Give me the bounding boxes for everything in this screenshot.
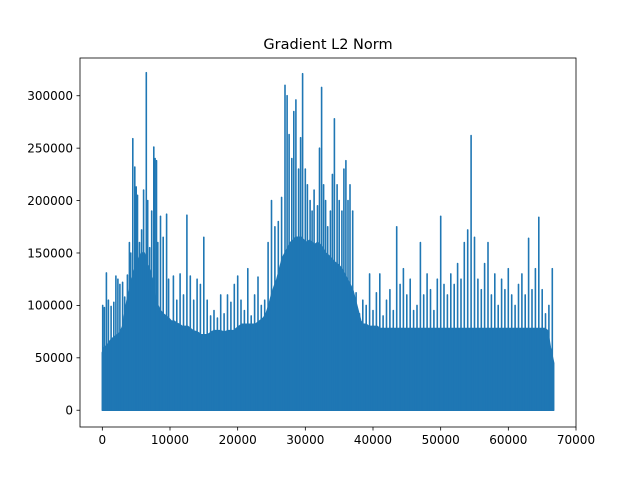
x-tick-label: 10000 xyxy=(151,433,189,447)
x-tick-label: 70000 xyxy=(557,433,595,447)
y-tick-label: 150000 xyxy=(27,246,73,260)
chart-title: Gradient L2 Norm xyxy=(263,37,392,53)
plot-area xyxy=(101,71,555,412)
axes-frame xyxy=(79,57,577,428)
y-tick-label: 100000 xyxy=(27,299,73,313)
y-tick-label: 250000 xyxy=(27,141,73,155)
x-tick-label: 20000 xyxy=(219,433,257,447)
y-tick-label: 200000 xyxy=(27,194,73,208)
y-tick-label: 50000 xyxy=(35,351,73,365)
axes: 0 10000 20000 30000 40000 50000 60000 70000 0 500… xyxy=(27,57,595,447)
x-tick-label: 60000 xyxy=(489,433,527,447)
x-tick-label: 30000 xyxy=(286,433,324,447)
y-tick-label: 300000 xyxy=(27,89,73,103)
x-tick-label: 0 xyxy=(99,433,107,447)
y-tick-label: 0 xyxy=(65,404,73,418)
x-tick-label: 50000 xyxy=(422,433,460,447)
x-tick-label: 40000 xyxy=(354,433,392,447)
